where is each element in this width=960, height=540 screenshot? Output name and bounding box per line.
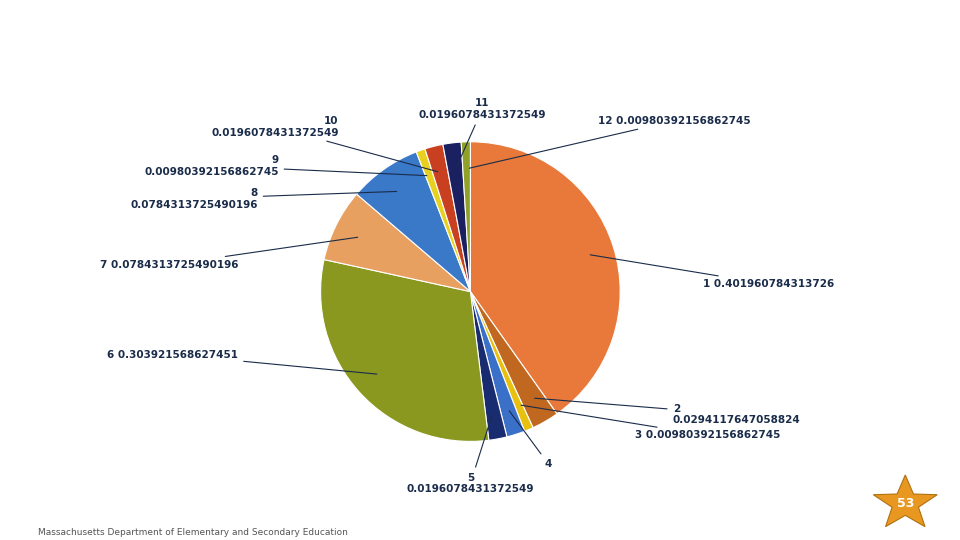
Wedge shape	[470, 292, 507, 440]
Wedge shape	[470, 142, 620, 414]
Wedge shape	[324, 194, 470, 292]
Text: 12 0.00980392156862745: 12 0.00980392156862745	[469, 116, 751, 168]
Text: 10
0.0196078431372549: 10 0.0196078431372549	[211, 116, 438, 172]
Wedge shape	[417, 149, 470, 292]
Polygon shape	[874, 475, 937, 526]
Text: 53: 53	[897, 497, 914, 510]
Text: 3 0.00980392156862745: 3 0.00980392156862745	[521, 405, 780, 441]
Text: 2
0.0294117647058824: 2 0.0294117647058824	[535, 398, 801, 425]
Wedge shape	[461, 142, 470, 292]
Text: 8
0.0784313725490196: 8 0.0784313725490196	[131, 188, 396, 210]
Text: 1 0.401960784313726: 1 0.401960784313726	[590, 255, 834, 289]
Wedge shape	[425, 144, 470, 292]
Text: 5
0.0196078431372549: 5 0.0196078431372549	[407, 415, 534, 494]
Wedge shape	[356, 152, 470, 292]
Text: 7 0.0784313725490196: 7 0.0784313725490196	[100, 237, 358, 269]
Wedge shape	[443, 142, 470, 292]
Text: 4: 4	[510, 411, 552, 469]
Wedge shape	[321, 260, 489, 441]
Wedge shape	[470, 292, 524, 437]
Text: 11
0.0196078431372549: 11 0.0196078431372549	[419, 98, 546, 167]
Wedge shape	[470, 292, 557, 428]
Wedge shape	[470, 292, 533, 431]
Text: 9
0.00980392156862745: 9 0.00980392156862745	[144, 155, 427, 177]
Text: Which Students Took the 2019 MCAS-Alt by Disability?: Which Students Took the 2019 MCAS-Alt by…	[51, 25, 821, 49]
Text: Massachusetts Department of Elementary and Secondary Education: Massachusetts Department of Elementary a…	[38, 528, 348, 537]
Text: 6 0.303921568627451: 6 0.303921568627451	[108, 349, 377, 374]
